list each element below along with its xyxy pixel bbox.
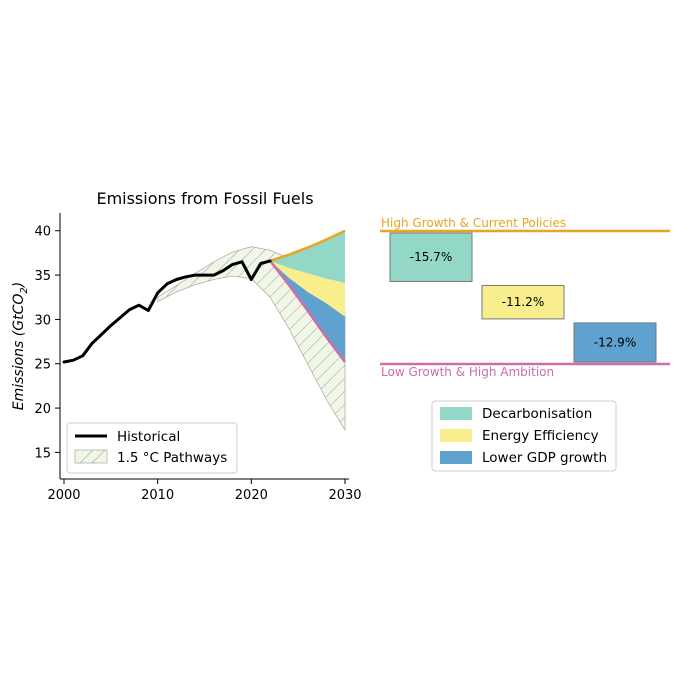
legend-lower-gdp-label: Lower GDP growth bbox=[482, 450, 607, 466]
y-ticks: 15 20 25 30 35 40 bbox=[34, 225, 60, 461]
legend-frame bbox=[431, 400, 617, 472]
legend-energy-efficiency-swatch bbox=[440, 429, 472, 442]
legend-decarbonisation-label: Decarbonisation bbox=[482, 406, 592, 422]
energy-efficiency-bar bbox=[481, 284, 565, 320]
line-chart-legend: Historical 1.5 °C Pathways bbox=[66, 422, 238, 474]
legend-decarbonisation-swatch bbox=[440, 407, 472, 420]
y-axis-label: Emissions (GtCO2) bbox=[11, 282, 30, 410]
historical-series-line bbox=[62, 259, 272, 364]
legend-frame bbox=[66, 422, 238, 474]
band-hatch-line bbox=[190, 246, 345, 431]
lower-gdp-bar-label: -12.9% bbox=[594, 335, 636, 349]
y-tick-label: 35 bbox=[34, 269, 51, 284]
x-tick-label: 2000 bbox=[47, 488, 80, 503]
chart-title: Emissions from Fossil Fuels bbox=[96, 189, 313, 208]
decarbonisation-bar-label: -15.7% bbox=[410, 250, 452, 264]
lower-gdp-bar bbox=[573, 322, 657, 363]
x-tick-label: 2030 bbox=[328, 488, 361, 503]
legend-pathways-label: 1.5 °C Pathways bbox=[117, 450, 227, 466]
x-tick-label: 2010 bbox=[141, 488, 174, 503]
legend-pathways-hatch bbox=[91, 449, 106, 464]
energy-efficiency-fan bbox=[270, 260, 345, 317]
legend-energy-efficiency-label: Energy Efficiency bbox=[482, 428, 599, 444]
band-hatch-line bbox=[157, 246, 257, 431]
high-growth-line bbox=[269, 229, 346, 263]
energy-efficiency-bar-label: -11.2% bbox=[502, 295, 544, 309]
decarbonisation-bar bbox=[389, 232, 473, 282]
band-hatch-line bbox=[177, 246, 345, 431]
legend-historical-label: Historical bbox=[117, 429, 180, 445]
x-ticks: 2000 2010 2020 2030 bbox=[47, 479, 362, 503]
y-tick-label: 15 bbox=[34, 446, 51, 461]
y-tick-label: 30 bbox=[34, 313, 51, 328]
decarbonisation-fan bbox=[270, 230, 345, 283]
low-ambition-line bbox=[269, 260, 346, 363]
y-tick-label: 40 bbox=[34, 225, 51, 240]
y-tick-label: 20 bbox=[34, 402, 51, 417]
band-hatch-line bbox=[203, 246, 345, 431]
low-ambition-reference-label: Low Growth & High Ambition bbox=[381, 365, 554, 379]
waterfall-chart: High Growth & Current Policies Low Growt… bbox=[380, 216, 670, 472]
legend-lower-gdp-swatch bbox=[440, 451, 472, 464]
band-hatch-line bbox=[157, 246, 270, 431]
waterfall-legend: Decarbonisation Energy Efficiency Lower … bbox=[431, 400, 617, 472]
y-tick-label: 25 bbox=[34, 358, 51, 373]
high-growth-reference-label: High Growth & Current Policies bbox=[381, 216, 566, 230]
legend-pathways-hatch bbox=[79, 449, 94, 464]
x-tick-label: 2020 bbox=[235, 488, 268, 503]
